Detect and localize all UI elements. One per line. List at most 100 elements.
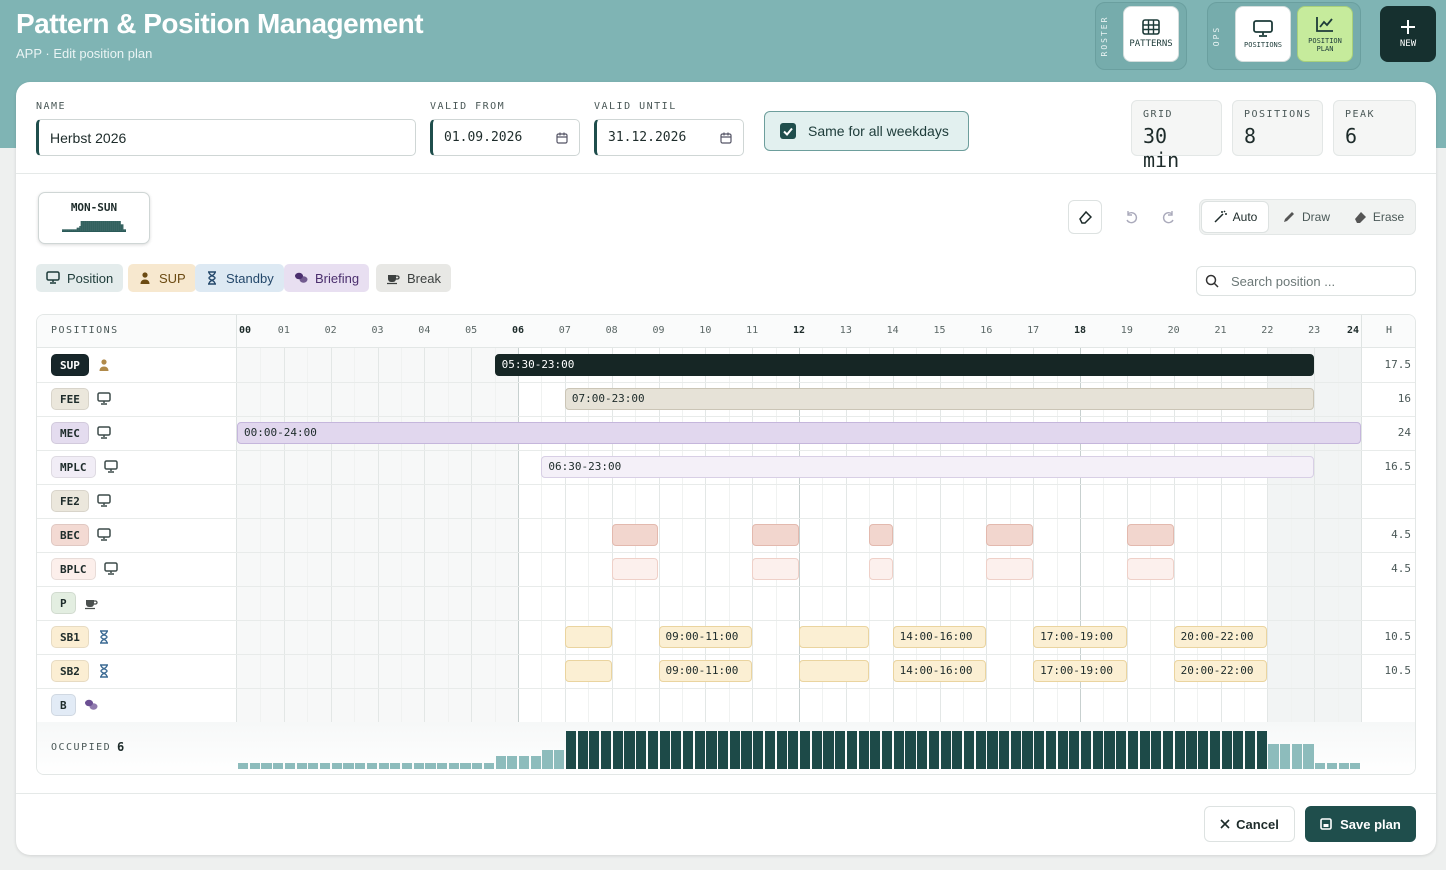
sparkline-bar <box>72 229 74 231</box>
sparkline-bar <box>92 221 93 231</box>
shift-bar[interactable] <box>986 524 1034 546</box>
cancel-button[interactable]: Cancel <box>1204 806 1295 842</box>
legend-chip[interactable]: Position <box>36 264 124 292</box>
same-weekdays-toggle[interactable]: Same for all weekdays <box>764 111 969 151</box>
legend-icon <box>46 271 60 284</box>
shift-bar[interactable] <box>799 626 870 648</box>
occupancy-bar <box>811 731 822 769</box>
sparkline-bar <box>102 221 104 231</box>
occupancy-bar <box>1092 731 1103 769</box>
positions-header: POSITIONS <box>51 325 119 336</box>
same-weekdays-text: Same for all weekdays <box>808 123 949 139</box>
shift-bar[interactable] <box>1126 524 1174 546</box>
legend-chip[interactable]: Briefing <box>284 264 370 292</box>
valid-from-input[interactable]: 01.09.2026 <box>430 119 580 156</box>
occupancy-bar <box>273 762 284 769</box>
new-button[interactable]: NEW <box>1380 6 1436 62</box>
occupancy-bar <box>764 731 776 769</box>
position-icon <box>100 664 108 678</box>
shift-bar[interactable] <box>611 524 659 546</box>
occupancy-bar <box>1244 731 1256 769</box>
legend-chip[interactable]: Standby <box>195 264 284 292</box>
tool-button[interactable]: Auto <box>1201 201 1269 233</box>
position-icon <box>97 494 111 507</box>
position-badge: MEC <box>51 422 89 444</box>
search-box[interactable]: Search position ... <box>1196 266 1416 296</box>
shift-bar[interactable] <box>799 660 870 682</box>
stat-value: 8 <box>1244 124 1257 148</box>
shift-bar[interactable]: 05:30-23:00 <box>494 354 1315 376</box>
shift-bar[interactable]: 07:00-23:00 <box>564 388 1315 410</box>
occupancy-bar <box>1186 731 1197 769</box>
sparkline-bar <box>81 221 83 231</box>
position-plan-button[interactable]: POSITION PLAN <box>1297 6 1353 62</box>
undo-button[interactable] <box>1114 200 1148 234</box>
legend-chip[interactable]: Break <box>376 264 451 292</box>
sparkline-bar <box>82 221 83 231</box>
sparkline-bar <box>115 221 117 231</box>
tool-button[interactable]: Erase <box>1343 201 1414 233</box>
name-input[interactable]: Herbst 2026 <box>36 119 416 156</box>
shift-bar[interactable]: 14:00-16:00 <box>892 626 987 648</box>
stat-value: 6 <box>1345 124 1358 148</box>
clear-button[interactable] <box>1068 200 1102 234</box>
tool-icon <box>1214 210 1227 223</box>
grid-line <box>283 348 285 722</box>
tool-button[interactable]: Draw <box>1273 201 1339 233</box>
position-icon <box>104 562 118 575</box>
positions-button[interactable]: POSITIONS <box>1235 6 1291 62</box>
hour-label: 20 <box>1167 325 1180 336</box>
grid-line <box>845 348 847 722</box>
day-tab[interactable]: MON-SUN <box>38 192 150 244</box>
legend-chip[interactable]: SUP <box>128 264 196 292</box>
shift-bar[interactable]: 06:30-23:00 <box>541 456 1315 478</box>
shift-bar[interactable]: 17:00-19:00 <box>1033 660 1127 682</box>
shift-bar[interactable] <box>1126 558 1174 580</box>
shift-bar[interactable]: 20:00-22:00 <box>1173 660 1268 682</box>
occupancy-bar <box>612 731 623 769</box>
occupancy-bar <box>343 762 354 769</box>
occupancy-bar <box>776 731 787 769</box>
redo-button[interactable] <box>1152 200 1186 234</box>
grid-line <box>354 348 356 722</box>
shift-bar[interactable] <box>611 558 659 580</box>
occupancy-bar <box>1022 731 1033 769</box>
shift-bar[interactable] <box>564 626 612 648</box>
valid-from-label: VALID FROM <box>430 101 506 112</box>
shift-bar[interactable]: 09:00-11:00 <box>658 626 753 648</box>
sparkline-bar <box>86 221 88 231</box>
shift-bar[interactable] <box>752 524 799 546</box>
shift-bar[interactable]: 09:00-11:00 <box>658 660 753 682</box>
legend-icon <box>208 271 216 285</box>
hour-label: 18 <box>1073 325 1087 336</box>
sparkline-bar <box>105 221 107 231</box>
shift-bar[interactable] <box>752 558 799 580</box>
shift-bar[interactable]: 17:00-19:00 <box>1033 626 1127 648</box>
shift-bar[interactable] <box>869 524 893 546</box>
save-button[interactable]: Save plan <box>1305 806 1416 842</box>
hour-label: 14 <box>886 325 899 336</box>
sparkline-bar <box>72 229 73 231</box>
roster-label: ROSTER <box>1100 15 1109 57</box>
shift-bar[interactable]: 14:00-16:00 <box>892 660 987 682</box>
new-text: NEW <box>1399 39 1417 49</box>
sparkline-bar <box>82 221 84 231</box>
search-icon <box>1205 274 1219 288</box>
sparkline-bar <box>62 229 63 231</box>
shift-bar[interactable] <box>986 558 1034 580</box>
occupancy-bar <box>741 731 752 769</box>
valid-until-input[interactable]: 31.12.2026 <box>594 119 744 156</box>
shift-bar[interactable]: 00:00-24:00 <box>237 422 1361 444</box>
patterns-button[interactable]: PATTERNS <box>1123 6 1179 62</box>
row-line <box>37 654 1415 655</box>
plus-icon <box>1401 20 1415 34</box>
occupancy-bar <box>647 731 658 769</box>
stat-label: PEAK <box>1345 109 1376 120</box>
shift-bar[interactable] <box>564 660 612 682</box>
shift-bar[interactable]: 20:00-22:00 <box>1173 626 1268 648</box>
position-plan-text: POSITION PLAN <box>1308 36 1342 53</box>
shift-bar[interactable] <box>869 558 893 580</box>
position-badge: SB2 <box>51 660 89 682</box>
positions-text: POSITIONS <box>1244 40 1282 49</box>
grid-line <box>1056 348 1058 722</box>
